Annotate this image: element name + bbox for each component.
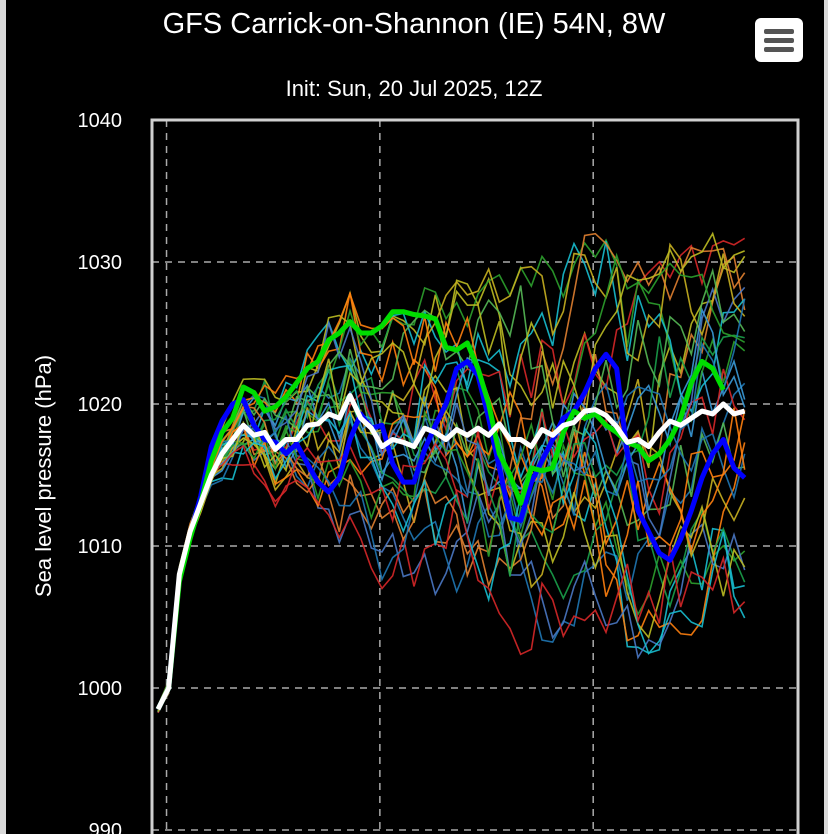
y-tick-label: 1020 — [78, 394, 123, 416]
left-border — [0, 0, 6, 834]
y-tick-label: 990 — [89, 820, 122, 834]
y-tick-label: 1030 — [78, 252, 123, 274]
chart-title: GFS Carrick-on-Shannon (IE) 54N, 8W — [162, 8, 666, 40]
ensemble-member-line — [157, 242, 746, 709]
ensemble-member-line — [157, 252, 746, 710]
y-tick-label: 1010 — [78, 536, 123, 558]
ensemble-member-line — [157, 442, 746, 710]
ensemble-member-line — [157, 286, 746, 709]
plot-border — [150, 118, 800, 834]
ensemble-member-line — [157, 267, 746, 712]
chart-subtitle: Init: Sun, 20 Jul 2025, 12Z — [285, 76, 543, 101]
y-tick-label: 1000 — [78, 678, 123, 700]
ensemble-member-line — [157, 439, 746, 709]
highlighted-series-line — [155, 392, 746, 711]
right-border — [824, 0, 828, 834]
y-tick-label: 1040 — [78, 110, 123, 132]
ensemble-member-line — [157, 368, 746, 714]
highlighted-series-line — [155, 351, 747, 711]
hamburger-menu-icon[interactable] — [755, 18, 803, 62]
ensemble-member-line — [157, 410, 746, 709]
ensemble-member-line — [157, 232, 746, 708]
ensemble-member-line — [157, 334, 745, 707]
